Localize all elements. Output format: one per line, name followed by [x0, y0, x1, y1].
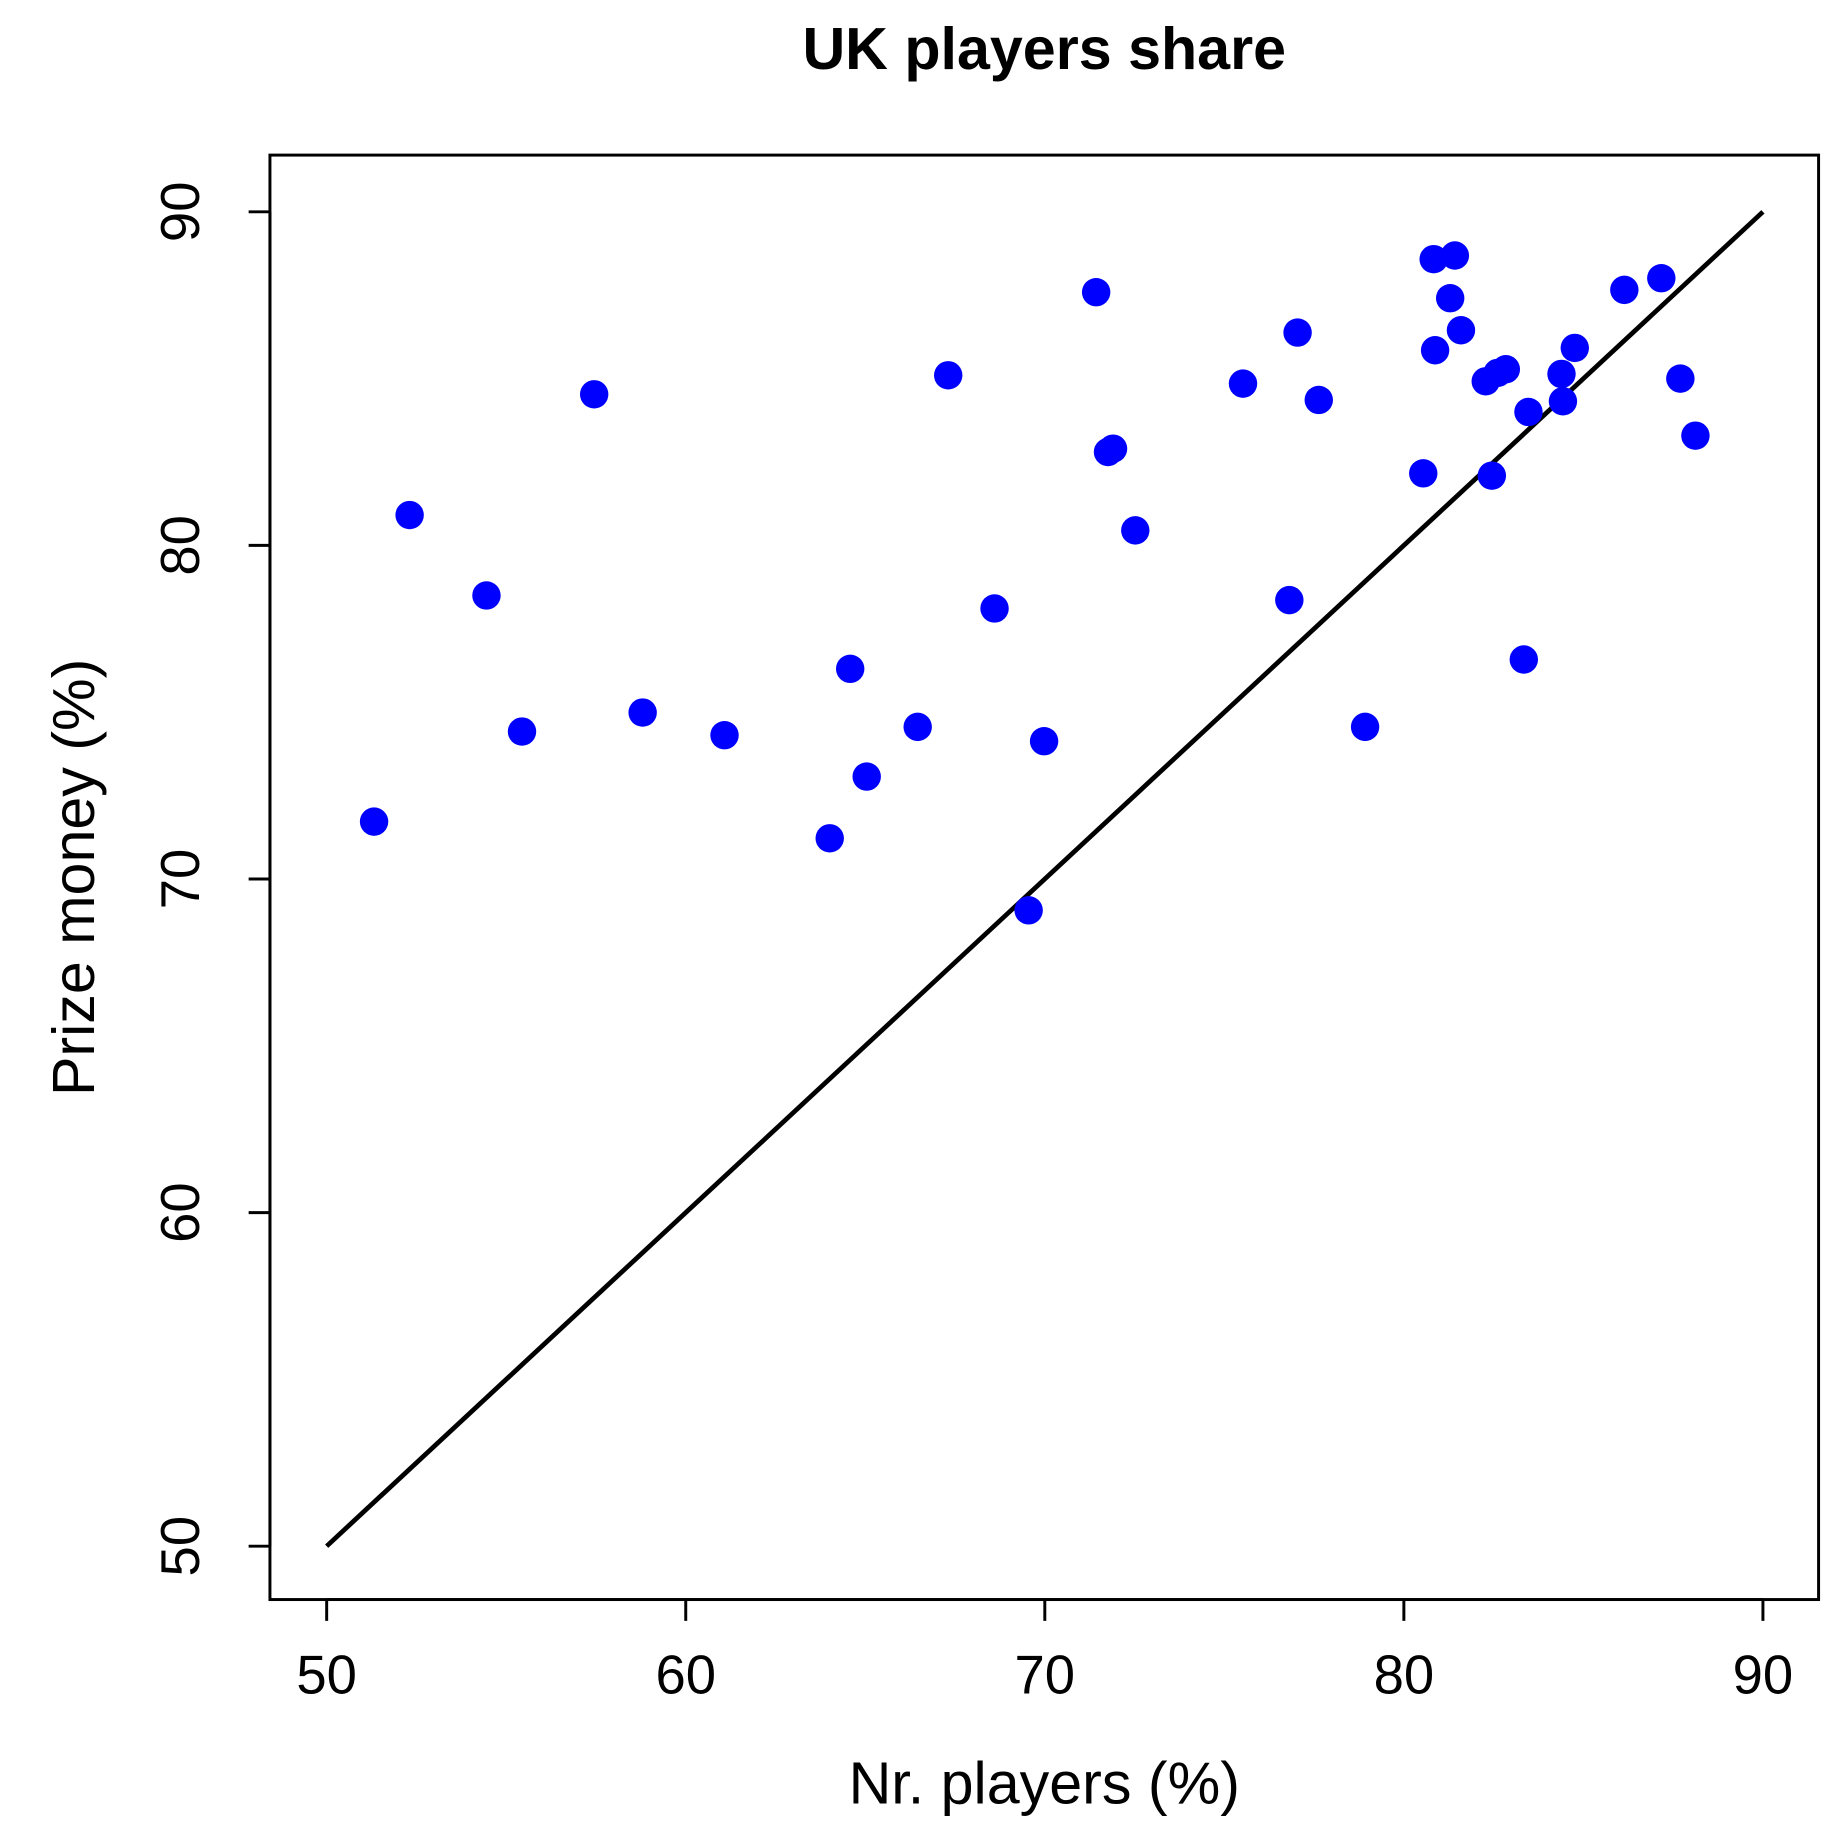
y-axis-label: Prize money (%) — [40, 659, 107, 1096]
point — [359, 807, 389, 836]
point — [1477, 461, 1507, 490]
x-tick-label: 90 — [1733, 1644, 1794, 1705]
point — [1420, 336, 1450, 365]
point — [628, 698, 657, 727]
x-tick-label: 50 — [296, 1644, 357, 1705]
reference-line — [325, 210, 1765, 1548]
point — [1666, 364, 1695, 393]
point — [934, 361, 963, 390]
point — [507, 717, 537, 746]
point — [980, 594, 1009, 623]
x-tick-label: 80 — [1374, 1644, 1435, 1705]
point — [1283, 318, 1312, 347]
point — [1440, 241, 1470, 270]
point — [1491, 355, 1521, 384]
point — [1647, 263, 1676, 293]
point — [1014, 896, 1043, 925]
point — [1121, 516, 1150, 545]
y-tick-label: 60 — [150, 1182, 211, 1243]
x-tick-label: 70 — [1015, 1644, 1076, 1705]
point — [1547, 359, 1576, 389]
point — [835, 654, 865, 684]
point — [395, 500, 424, 530]
point — [1409, 459, 1438, 488]
y-tick-label: 50 — [150, 1516, 211, 1577]
point — [1419, 244, 1448, 274]
point — [1435, 284, 1465, 313]
point — [1610, 275, 1639, 305]
x-tick-label: 60 — [655, 1644, 716, 1705]
point — [1514, 397, 1543, 427]
y-tick-label: 90 — [150, 182, 211, 243]
point — [472, 581, 501, 610]
point — [1098, 434, 1128, 463]
point — [1446, 316, 1476, 345]
x-axis-label: Nr. players (%) — [849, 1749, 1240, 1816]
point — [1548, 387, 1578, 416]
chart-title: UK players share — [802, 15, 1286, 82]
point — [710, 721, 739, 750]
point — [1350, 712, 1380, 742]
point — [1275, 585, 1304, 615]
point — [815, 824, 844, 853]
point — [903, 712, 932, 742]
y-tick-label: 80 — [150, 515, 211, 576]
point — [1081, 277, 1111, 307]
point — [852, 762, 881, 791]
point — [1228, 369, 1258, 398]
point — [1509, 645, 1539, 674]
point — [1304, 385, 1333, 415]
point — [1560, 333, 1589, 363]
y-tick-label: 70 — [150, 849, 211, 910]
point — [1029, 727, 1059, 756]
point — [1681, 421, 1710, 450]
point — [579, 380, 609, 409]
